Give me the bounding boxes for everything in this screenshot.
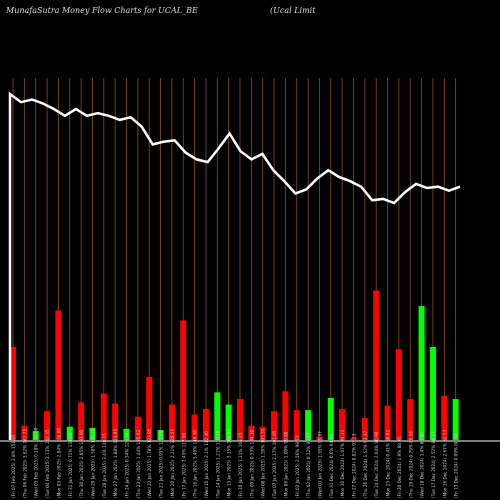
x-tick-label: (Mon 27 Jan 2025) 1.88% 123.95 [113, 429, 118, 498]
x-tick-label: (Thu 23 Jan 2025) 1.44% 125.62 [136, 429, 141, 498]
x-tick-label: (Wed 29 Jan 2025) 1.58% 130.20 [90, 428, 95, 498]
x-tick-label: (Thu 30 Jan 2025) 2.85% 133.90 [79, 429, 84, 498]
money-flow-bar [157, 430, 164, 440]
price-line [8, 91, 461, 440]
x-tick-label: (Tue 07 Jan 2025) 2.17% 101.95 [272, 430, 277, 498]
money-flow-bar [134, 416, 141, 440]
money-flow-bar [55, 310, 62, 440]
money-flow-bar [225, 404, 232, 440]
x-tick-label: (Thu 19 Dec 2024) 0.79% 86.58 [408, 430, 413, 498]
money-flow-bar [237, 399, 243, 440]
money-flow-bar [282, 391, 289, 440]
money-flow-bar [214, 392, 221, 440]
money-flow-bar [89, 427, 96, 440]
money-flow-bar [123, 428, 130, 440]
x-tick-label: (Tue 04 Feb 2025) 2.73% 142.35 [45, 429, 50, 498]
money-flow-bar [407, 399, 414, 440]
money-flow-bar [180, 320, 187, 440]
money-flow-bar [168, 404, 175, 440]
money-flow-bar [452, 399, 459, 440]
chart-title: MunafaSutra Money Flow Charts for UCAL_B… [6, 6, 198, 15]
x-tick-label: (Thu 26 Dec 2024) 1.52% 92.37 [363, 430, 368, 498]
money-flow-bar [305, 410, 312, 440]
money-flow-bar [100, 393, 107, 440]
x-axis-labels: (Fri 07 Feb 2025) 2.8% 151.85 (Thu 06 Feb… [11, 427, 459, 498]
x-tick-label: (Wed 15 Jan 2025) 2.1% 112.40 [204, 431, 209, 498]
money-flow-bar [441, 395, 448, 440]
x-tick-label: (Mon 03 Feb 2025) 2.84% 138.60 [56, 428, 61, 498]
x-tick-label: (Fri 03 Jan 2025) 2.56% 98.73 [295, 435, 300, 498]
money-flow-bar [418, 306, 425, 440]
money-flow-bar [373, 290, 380, 440]
x-tick-label: (Wed 05 Feb 2025) 0.18% 142.60 [34, 427, 39, 498]
x-tick-label: (Thu 16 Jan 2025) 3.49% 116.30 [193, 429, 198, 498]
x-tick-label: (Fri 31 Jan 2025) 0.71% 134.85 [68, 432, 73, 498]
money-flow-bar [271, 411, 278, 440]
money-flow-bar [429, 347, 436, 440]
x-tick-label: (Tue 21 Jan 2025) 0.95% 121.69 [159, 430, 164, 498]
money-flow-bar [361, 417, 368, 440]
x-tick-label: (Mon 23 Dec 2024) 0.41% 88.62 [386, 430, 391, 498]
x-tick-label: (Fri 24 Jan 2025) 0.54% 126.30 [125, 432, 130, 498]
money-flow-bar [395, 349, 402, 440]
money-flow-bar [32, 431, 39, 440]
x-tick-label: (Mon 16 Dec 2024) 2.67% 82.53 [442, 430, 447, 498]
money-flow-bar [384, 405, 391, 440]
x-tick-label: (Tue 28 Jan 2025) 3.4% 128.15 [102, 433, 107, 498]
x-tick-label: (Tue 24 Dec 2024) 2.64% 90.96 [374, 431, 379, 498]
money-flow-bar [259, 426, 266, 440]
money-flow-bar [248, 425, 255, 440]
x-tick-label: (Wed 18 Dec 2024) 1.4% 85.90 [420, 432, 425, 498]
money-flow-bar [10, 347, 16, 440]
x-tick-label: (Mon 20 Jan 2025) 2.21% 120.55 [170, 429, 175, 498]
company-name: (Ucal Limit [270, 6, 316, 15]
money-flow-bar [202, 409, 209, 440]
x-tick-label: (Tue 17 Dec 2024) 2.52% 84.71 [431, 431, 436, 498]
money-flow-bar [66, 426, 73, 440]
x-tick-label: (Tue 31 Dec 2024) 0.6% 94.69 [329, 434, 334, 498]
money-flow-bar [316, 436, 323, 440]
money-flow-bar [21, 425, 28, 440]
x-tick-label: (Fri 07 Feb 2025) 2.8% 151.85 [11, 434, 16, 498]
x-tick-label: (Wed 01 Jan 2025) 1.35% 95.97 [317, 431, 322, 498]
x-tick-label: (Fri 17 Jan 2025) 1.43% 117.95 [181, 432, 186, 498]
money-flow-bar [327, 397, 334, 440]
x-tick-label: (Thu 09 Jan 2025) 0.53% 104.10 [249, 429, 254, 498]
money-flow-bar [339, 409, 346, 440]
money-flow-bar [191, 414, 198, 440]
x-tick-label: (Wed 22 Jan 2025) 1.78% 123.85 [147, 428, 152, 498]
x-tick-label: (Mon 13 Jan 2025) 3.35% 108.80 [227, 429, 232, 498]
money-flow-bar [44, 411, 51, 440]
x-tick-label: (Tue 14 Jan 2025) 1.21% 110.10 [215, 430, 220, 498]
money-flow-bar [350, 437, 357, 440]
x-tick-label: (Thu 02 Jan 2025) 0.32% 96.27 [306, 432, 311, 498]
money-flow-bar [78, 402, 85, 440]
money-flow-bar [293, 410, 300, 440]
money-flow-bar [112, 403, 119, 440]
money-flow-bar [146, 376, 153, 440]
x-tick-label: (Thu 06 Feb 2025) 3.62% 147.75 [22, 429, 27, 498]
x-tick-label: (Wed 08 Jan 2025) 1.59% 103.55 [261, 428, 266, 498]
money-flow-bars [10, 290, 459, 440]
x-tick-label: (Mon 06 Jan 2025) 1.09% 99.80 [283, 431, 288, 498]
x-tick-label: (Fri 13 Dec 2024) 0.09% 80.38 [454, 433, 459, 498]
x-tick-label: (Fri 10 Jan 2025) 1.11% 105.25 [238, 432, 243, 498]
x-tick-label: (Fri 27 Dec 2024) 0.82% 93.13 [352, 433, 357, 498]
x-tick-label: (Fri 20 Dec 2024) 1.9% 88.26 [397, 436, 402, 498]
x-tick-label: (Mon 30 Dec 2024) 1.07% 94.13 [340, 430, 345, 498]
